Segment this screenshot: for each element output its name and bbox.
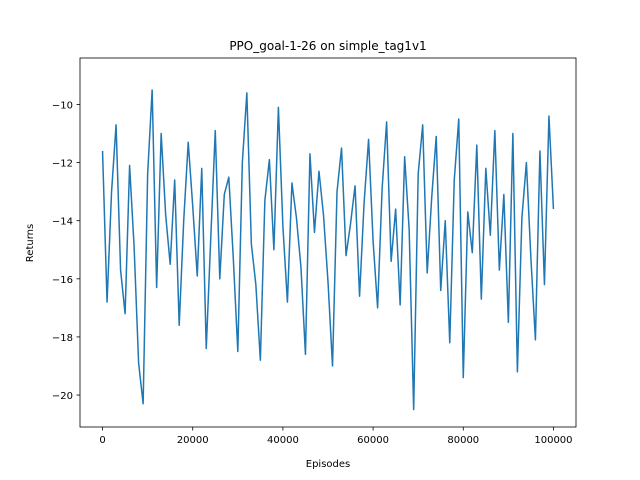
- y-axis-label: Returns: [25, 224, 36, 262]
- chart-title: PPO_goal-1-26 on simple_tag1v1: [229, 39, 426, 53]
- y-tick-label: −14: [52, 217, 73, 228]
- y-tick-label: −12: [52, 159, 73, 170]
- plot-frame: [79, 57, 577, 428]
- x-tick-label: 60000: [357, 435, 389, 446]
- y-tick-label: −20: [52, 391, 73, 402]
- y-tick-label: −10: [52, 100, 73, 111]
- x-tick-label: 0: [99, 435, 105, 446]
- x-tick-label: 100000: [534, 435, 572, 446]
- data-line: [101, 89, 555, 411]
- y-tick-label: −18: [52, 333, 73, 344]
- x-tick-label: 80000: [447, 435, 479, 446]
- y-tick-label: −16: [52, 275, 73, 286]
- x-tick-label: 40000: [267, 435, 299, 446]
- x-tick-label: 20000: [177, 435, 209, 446]
- x-axis-label: Episodes: [306, 459, 350, 470]
